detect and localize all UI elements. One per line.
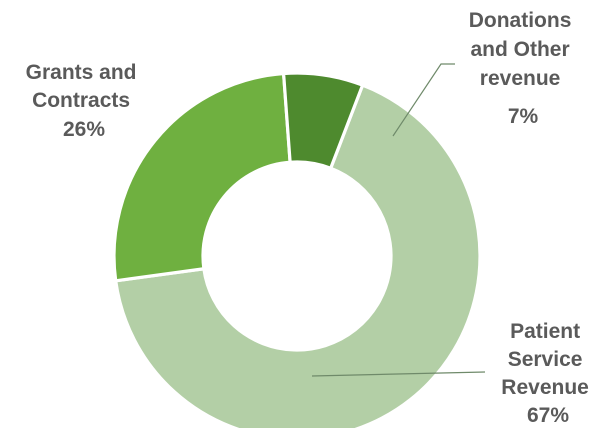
label-line: Grants and [26,61,137,84]
slice-grants-and-contracts [112,71,292,283]
label-line: Revenue [501,376,589,399]
label-line: Patient [510,320,580,343]
label-grants-and-contracts: Grants and Contracts 26% [26,61,143,141]
label-percent: 67% [527,404,569,427]
label-percent: 26% [63,118,105,141]
slice-donations-and-other-revenue [281,71,365,170]
label-line: revenue [480,67,561,90]
leader-lines-group [311,63,486,377]
label-donations-and-other-revenue: Donations and Other revenue 7% [469,9,578,128]
label-line: and Other [470,38,569,61]
label-patient-service-revenue: Patient Service Revenue 67% [501,320,594,427]
label-line: Service [508,348,583,371]
label-percent: 7% [508,105,539,128]
label-line: Contracts [32,89,130,112]
leader-donations-and-other-revenue [392,63,455,137]
leader-patient-service-revenue [311,371,486,377]
label-line: Donations [469,9,572,32]
slices-group [112,71,482,428]
slice-patient-service-revenue [114,83,482,428]
